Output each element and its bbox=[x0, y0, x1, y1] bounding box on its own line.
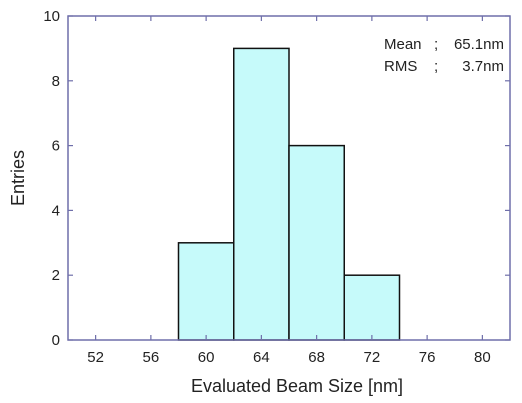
stat-label-mean: Mean bbox=[384, 36, 422, 53]
histogram-bars bbox=[177, 47, 401, 341]
stat-separator: ; bbox=[434, 58, 438, 75]
x-tick-label: 56 bbox=[143, 349, 160, 366]
y-tick-label: 2 bbox=[52, 267, 60, 284]
x-tick-labels: 52 56 60 64 68 72 76 80 bbox=[87, 349, 490, 366]
axis-ticks bbox=[68, 15, 510, 341]
stat-value-rms: 3.7nm bbox=[462, 58, 504, 75]
y-tick-label: 10 bbox=[43, 8, 60, 25]
x-tick-label: 80 bbox=[474, 349, 491, 366]
y-axis-label: Entries bbox=[8, 150, 28, 206]
y-tick-label: 6 bbox=[52, 138, 60, 155]
histogram-bar-1 bbox=[177, 242, 235, 341]
stat-value-mean: 65.1nm bbox=[454, 36, 504, 53]
x-tick-label: 72 bbox=[364, 349, 381, 366]
x-tick-label: 52 bbox=[87, 349, 104, 366]
plot-frame bbox=[67, 15, 511, 341]
y-tick-label: 8 bbox=[52, 73, 60, 90]
stat-label-rms: RMS bbox=[384, 58, 417, 75]
y-tick-label: 4 bbox=[52, 202, 60, 219]
stats-box: Mean; 65.1nm RMS; 3.7nm bbox=[384, 36, 504, 75]
histogram-bar-4 bbox=[343, 274, 401, 341]
histogram-bar-3 bbox=[288, 144, 345, 341]
stat-separator: ; bbox=[434, 36, 438, 53]
x-tick-label: 68 bbox=[308, 349, 325, 366]
x-axis-label: Evaluated Beam Size [nm] bbox=[191, 376, 403, 396]
x-tick-label: 76 bbox=[419, 349, 436, 366]
x-tick-label: 60 bbox=[198, 349, 215, 366]
x-tick-label: 64 bbox=[253, 349, 270, 366]
histogram-bar-2 bbox=[233, 47, 290, 341]
y-tick-label: 0 bbox=[52, 332, 60, 349]
y-tick-labels: 0 2 4 6 8 10 bbox=[43, 8, 60, 349]
